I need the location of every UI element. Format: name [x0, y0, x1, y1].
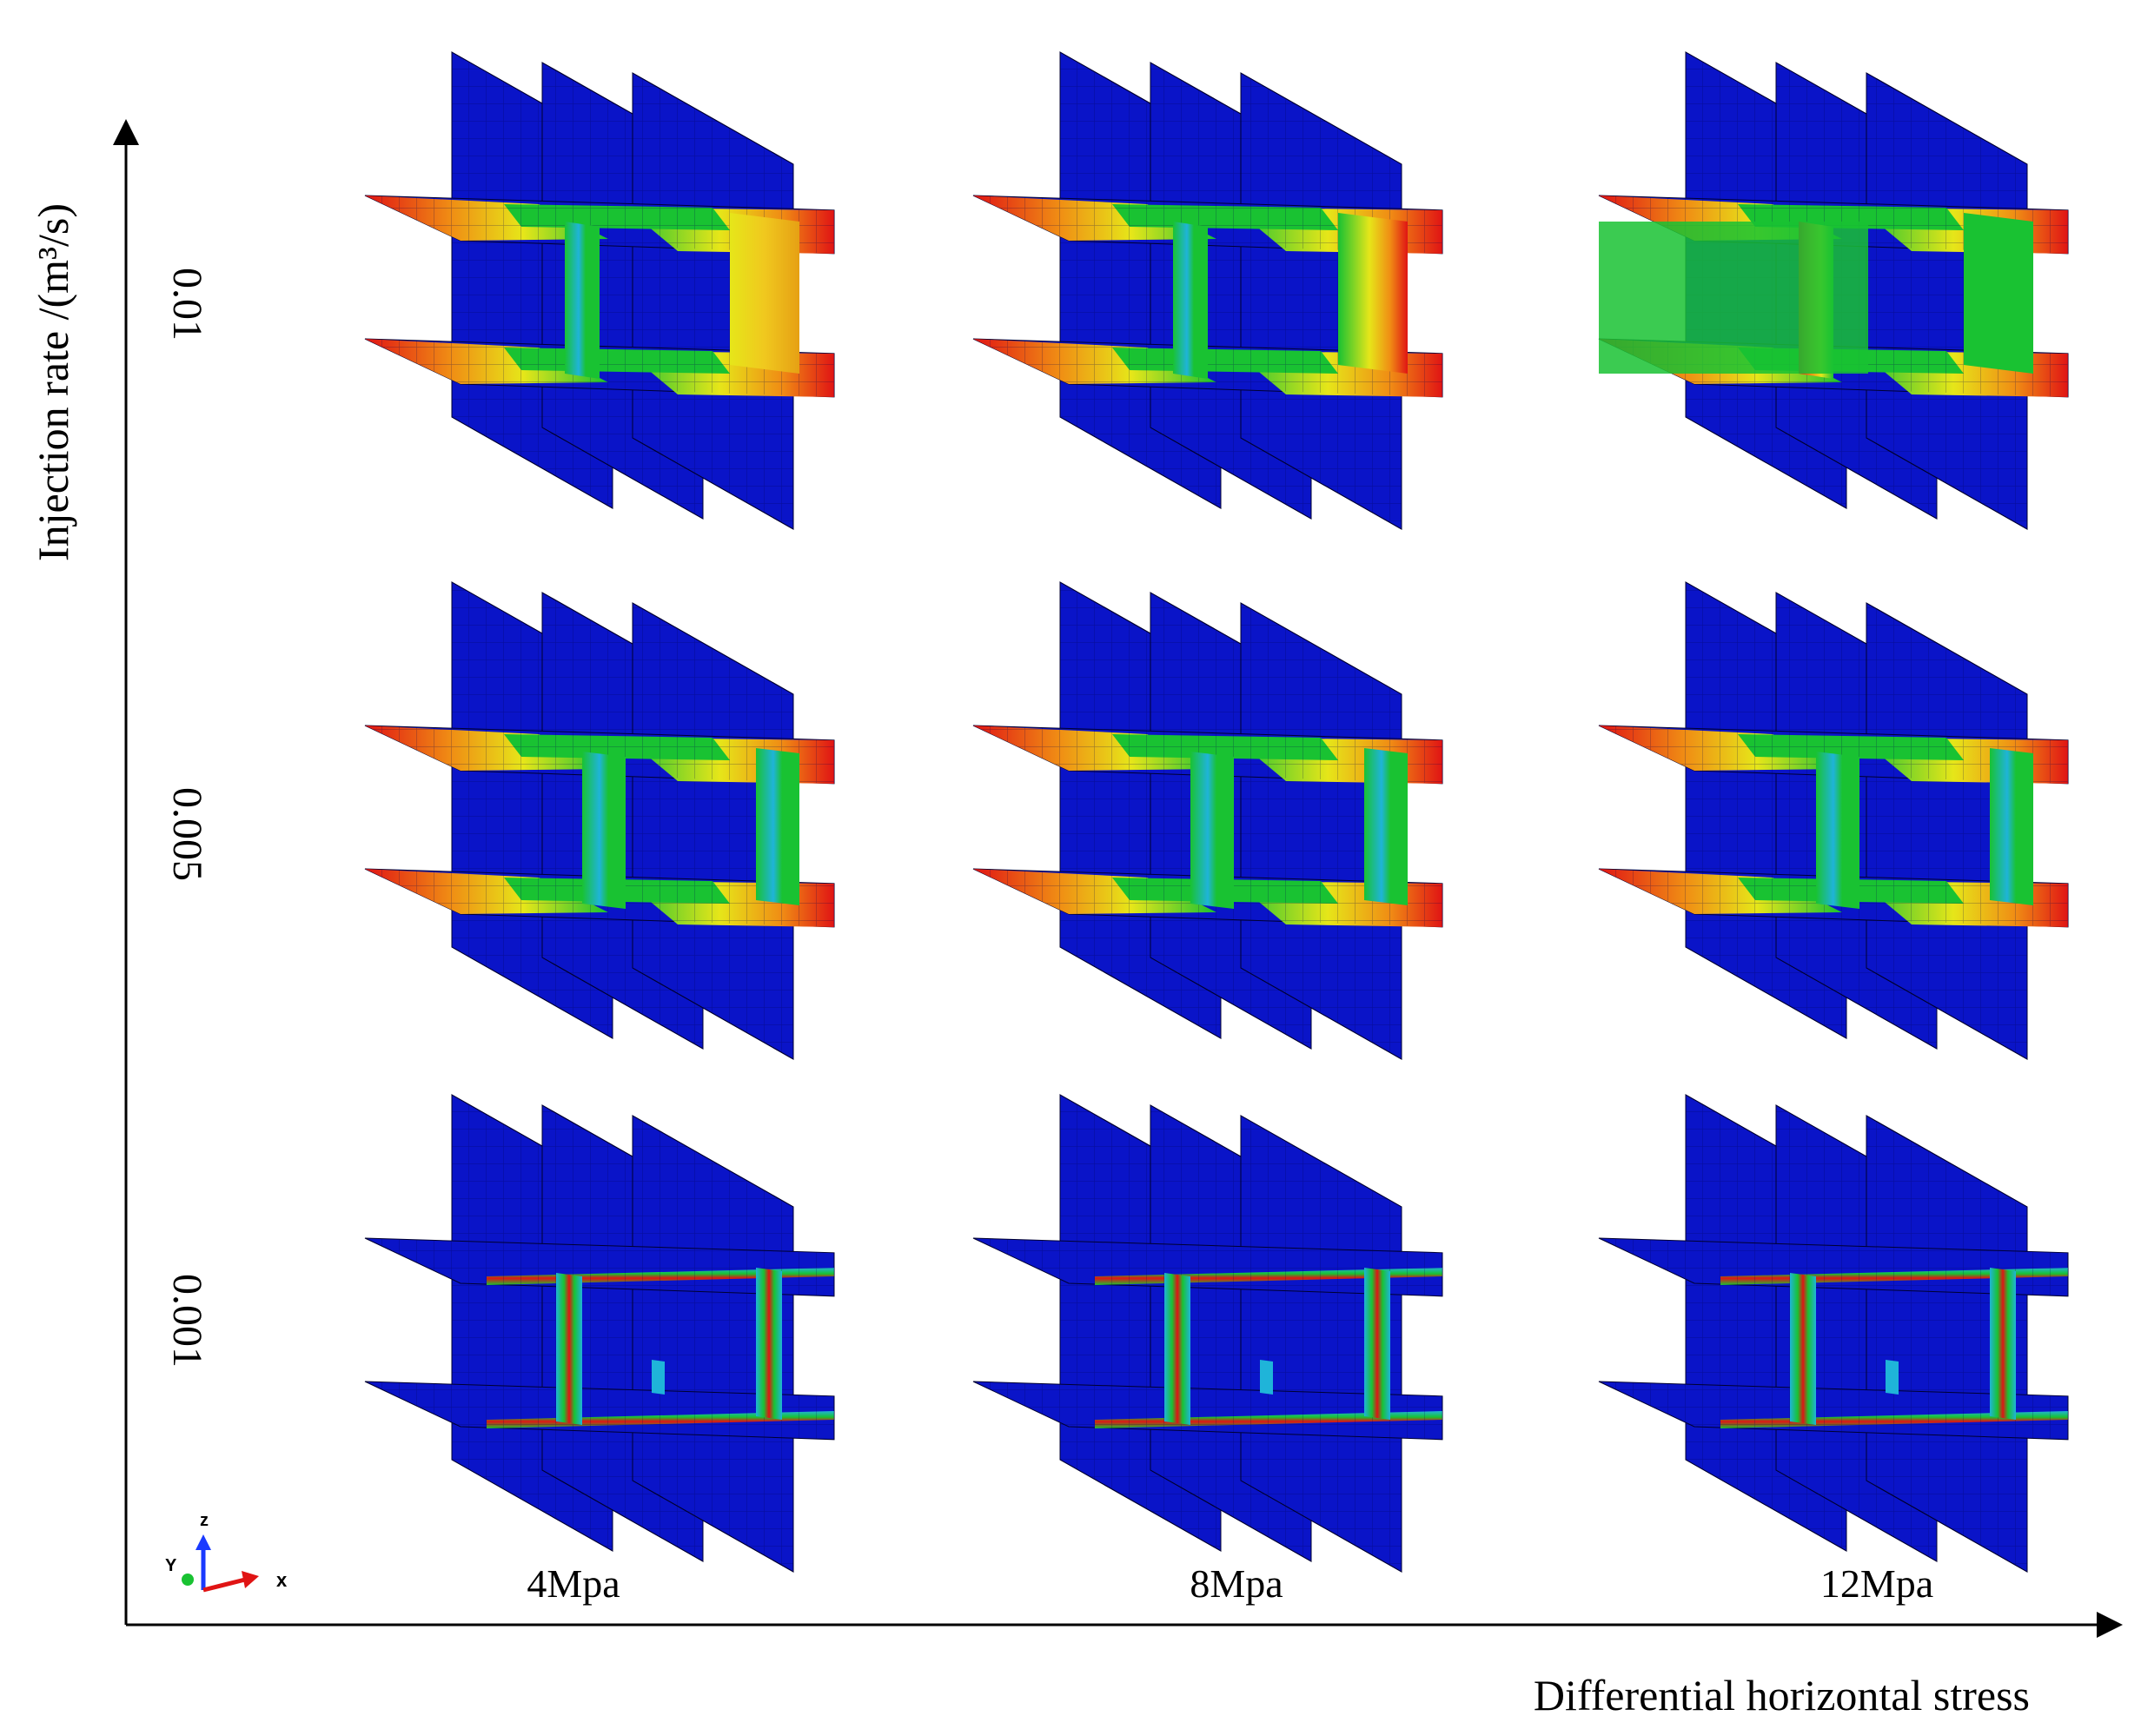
fracture-front-wide — [1599, 222, 1868, 374]
fracture-front-right — [1364, 1268, 1390, 1420]
fracture-front-right — [730, 213, 799, 374]
fracture-front-right — [1990, 748, 2033, 905]
vertical-sheet-mesh — [1866, 1115, 2028, 1573]
fracture-front-left — [582, 752, 626, 909]
triad-z-label: z — [200, 1511, 209, 1530]
vertical-sheet-mesh — [1240, 1115, 1402, 1573]
x-axis-title: Differential horizontal stress — [1534, 1671, 2030, 1719]
simulation-panel-r2-c2 — [1598, 1094, 2069, 1573]
fracture-front-left — [1190, 752, 1234, 909]
simulation-panel-r0-c2 — [1598, 51, 2069, 530]
fracture-front-right — [1338, 213, 1408, 374]
simulation-panel-grid — [364, 51, 2069, 1573]
simulation-panel-r0-c0 — [364, 51, 835, 530]
fracture-front-left — [1790, 1273, 1816, 1425]
simulation-panel-r2-c1 — [972, 1094, 1443, 1573]
coordinate-triad: z Y x — [165, 1511, 288, 1593]
fracture-front-left — [556, 1273, 582, 1425]
vertical-sheet-mesh — [632, 72, 794, 530]
column-label-12Mpa: 12Mpa — [1820, 1561, 1933, 1606]
vertical-sheet-mesh — [1240, 602, 1402, 1060]
triad-y-label: Y — [165, 1556, 177, 1575]
fracture-front-left — [1164, 1273, 1190, 1425]
fracture-front-right — [1364, 748, 1408, 905]
simulation-panel-r1-c0 — [364, 581, 835, 1060]
horizontal-sheet-mesh — [365, 1238, 834, 1296]
simulation-panel-r0-c1 — [972, 51, 1443, 530]
column-label-8Mpa: 8Mpa — [1190, 1561, 1283, 1606]
fracture-front-right — [756, 1268, 782, 1420]
fracture-front-left — [1173, 222, 1208, 379]
column-label-4Mpa: 4Mpa — [527, 1561, 620, 1606]
vertical-sheet-mesh — [1240, 72, 1402, 530]
horizontal-sheet-mesh — [365, 1382, 834, 1440]
triad-x-label: x — [276, 1569, 288, 1591]
fracture-front-right — [1990, 1268, 2016, 1420]
fracture-front-right — [756, 748, 799, 905]
horizontal-sheet-mesh — [973, 1382, 1442, 1440]
vertical-sheet-mesh — [1866, 602, 2028, 1060]
horizontal-sheet-mesh — [365, 195, 834, 254]
fracture-front-left — [1816, 752, 1859, 909]
injection-spot — [1260, 1360, 1273, 1395]
simulation-panel-r1-c2 — [1598, 581, 2069, 1060]
fracture-front-left — [565, 222, 600, 379]
horizontal-sheet-mesh — [1599, 1238, 2068, 1296]
horizontal-sheet-mesh — [1599, 1382, 2068, 1440]
row-label-0.001: 0.001 — [164, 1274, 210, 1368]
fracture-front-right — [1964, 213, 2033, 374]
y-axis-title: Injection rate /(m³/s) — [29, 203, 77, 561]
row-label-0.005: 0.005 — [164, 787, 210, 881]
horizontal-sheet-mesh — [973, 1238, 1442, 1296]
horizontal-sheet-mesh — [973, 195, 1442, 254]
injection-spot — [652, 1360, 665, 1395]
simulation-panel-r1-c1 — [972, 581, 1443, 1060]
vertical-sheet-mesh — [632, 1115, 794, 1573]
vertical-sheet-mesh — [632, 602, 794, 1060]
simulation-panel-r2-c0 — [364, 1094, 835, 1573]
injection-spot — [1886, 1360, 1899, 1395]
row-label-0.01: 0.01 — [164, 268, 210, 341]
